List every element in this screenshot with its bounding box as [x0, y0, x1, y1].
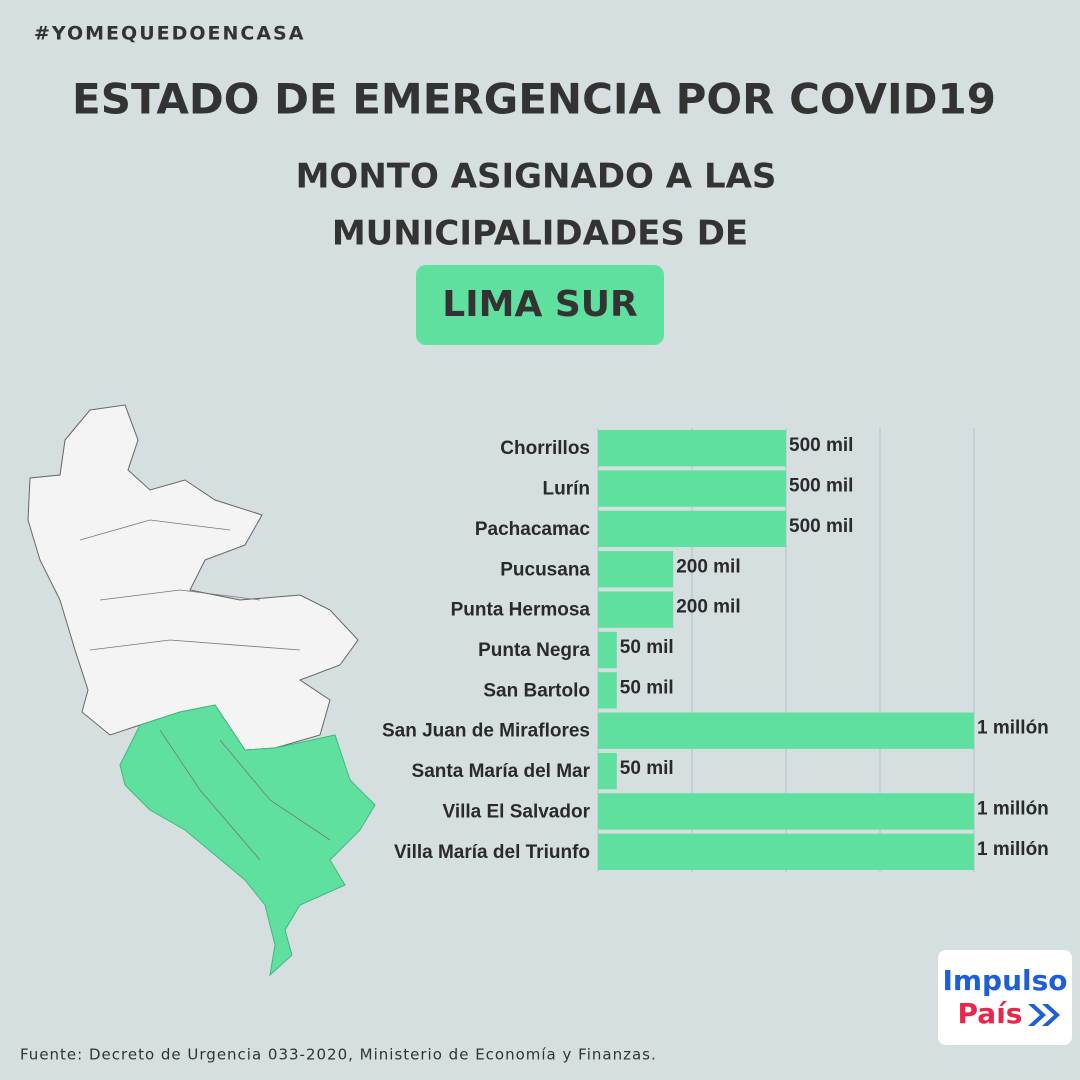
- value-label: 200 mil: [676, 597, 740, 618]
- source: Fuente: Decreto de Urgencia 033-2020, Mi…: [20, 1046, 657, 1064]
- value-label: 50 mil: [620, 637, 674, 658]
- category-label: Villa María del Triunfo: [394, 842, 590, 863]
- bar: [598, 430, 786, 467]
- bar: [598, 510, 786, 548]
- category-label: San Bartolo: [483, 680, 590, 701]
- category-label: San Juan de Miraflores: [382, 721, 590, 742]
- map: [27, 404, 376, 977]
- category-label: Lurín: [543, 479, 591, 500]
- value-label: 50 mil: [620, 758, 674, 779]
- logo-text: País: [958, 997, 1023, 1030]
- bar: [598, 631, 617, 669]
- category-label: Punta Hermosa: [451, 600, 591, 621]
- category-label: Santa María del Mar: [412, 761, 591, 782]
- value-label: 500 mil: [789, 476, 853, 497]
- value-label: 500 mil: [789, 516, 853, 537]
- bar-chart: Chorrillos 500 mil Lurín 500 mil Pachacamac 5…: [382, 428, 1049, 872]
- value-label: 1 millón: [977, 718, 1049, 739]
- logo: Impulso País: [938, 950, 1072, 1045]
- hashtag: #YOMEQUEDOENCASA: [34, 23, 305, 45]
- value-label: 1 millón: [977, 798, 1049, 819]
- category-label: Chorrillos: [500, 438, 590, 459]
- bar: [598, 591, 674, 628]
- logo-text: Impulso: [942, 964, 1067, 997]
- bar: [598, 672, 617, 709]
- subtitle-line: MONTO ASIGNADO A LAS: [296, 157, 777, 197]
- title: ESTADO DE EMERGENCIA POR COVID19: [72, 75, 996, 124]
- logo-arrows: [1028, 1004, 1060, 1026]
- value-label: 500 mil: [789, 435, 853, 456]
- bar: [598, 752, 617, 790]
- bar: [598, 551, 674, 588]
- value-label: 200 mil: [676, 556, 740, 577]
- highlight: LIMA SUR: [442, 284, 637, 325]
- bar: [598, 833, 974, 870]
- bar: [598, 793, 974, 830]
- value-label: 1 millón: [977, 839, 1049, 860]
- subtitle-line: MUNICIPALIDADES DE: [332, 214, 748, 254]
- value-label: 50 mil: [620, 677, 674, 698]
- highlight-box: [416, 265, 664, 345]
- category-label: Pachacamac: [475, 519, 591, 540]
- category-label: Punta Negra: [478, 640, 590, 661]
- bar: [598, 712, 974, 749]
- category-label: Pucusana: [500, 559, 590, 580]
- bar: [598, 470, 786, 507]
- category-label: Villa El Salvador: [442, 801, 590, 822]
